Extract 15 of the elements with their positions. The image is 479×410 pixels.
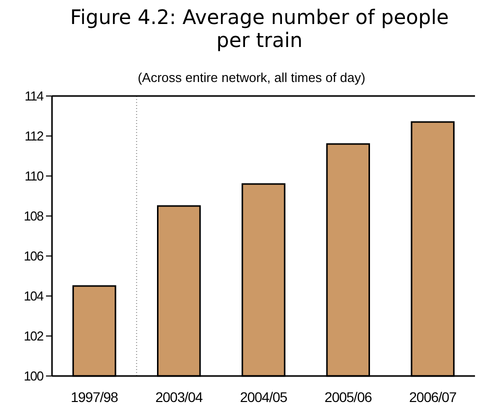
y-tick-label: 108	[24, 208, 44, 224]
chart-title: Figure 4.2: Average number of people per train	[70, 5, 449, 52]
y-tick-label: 104	[24, 288, 44, 304]
y-tick-label: 106	[24, 248, 44, 264]
x-tick-label: 2004/05	[240, 389, 288, 405]
y-tick-label: 112	[24, 128, 44, 144]
y-tick-label: 102	[24, 328, 44, 344]
x-tick-label: 2003/04	[155, 389, 204, 405]
x-tick-label: 2005/06	[324, 389, 372, 405]
y-tick-label: 100	[24, 368, 44, 384]
y-tick-label: 114	[24, 88, 44, 104]
chart-subtitle: (Across entire network, all times of day)	[138, 70, 366, 85]
y-tick-label: 110	[24, 168, 44, 184]
x-tick-label: 1997/98	[70, 389, 119, 405]
x-tick-label: 2006/07	[409, 389, 457, 405]
